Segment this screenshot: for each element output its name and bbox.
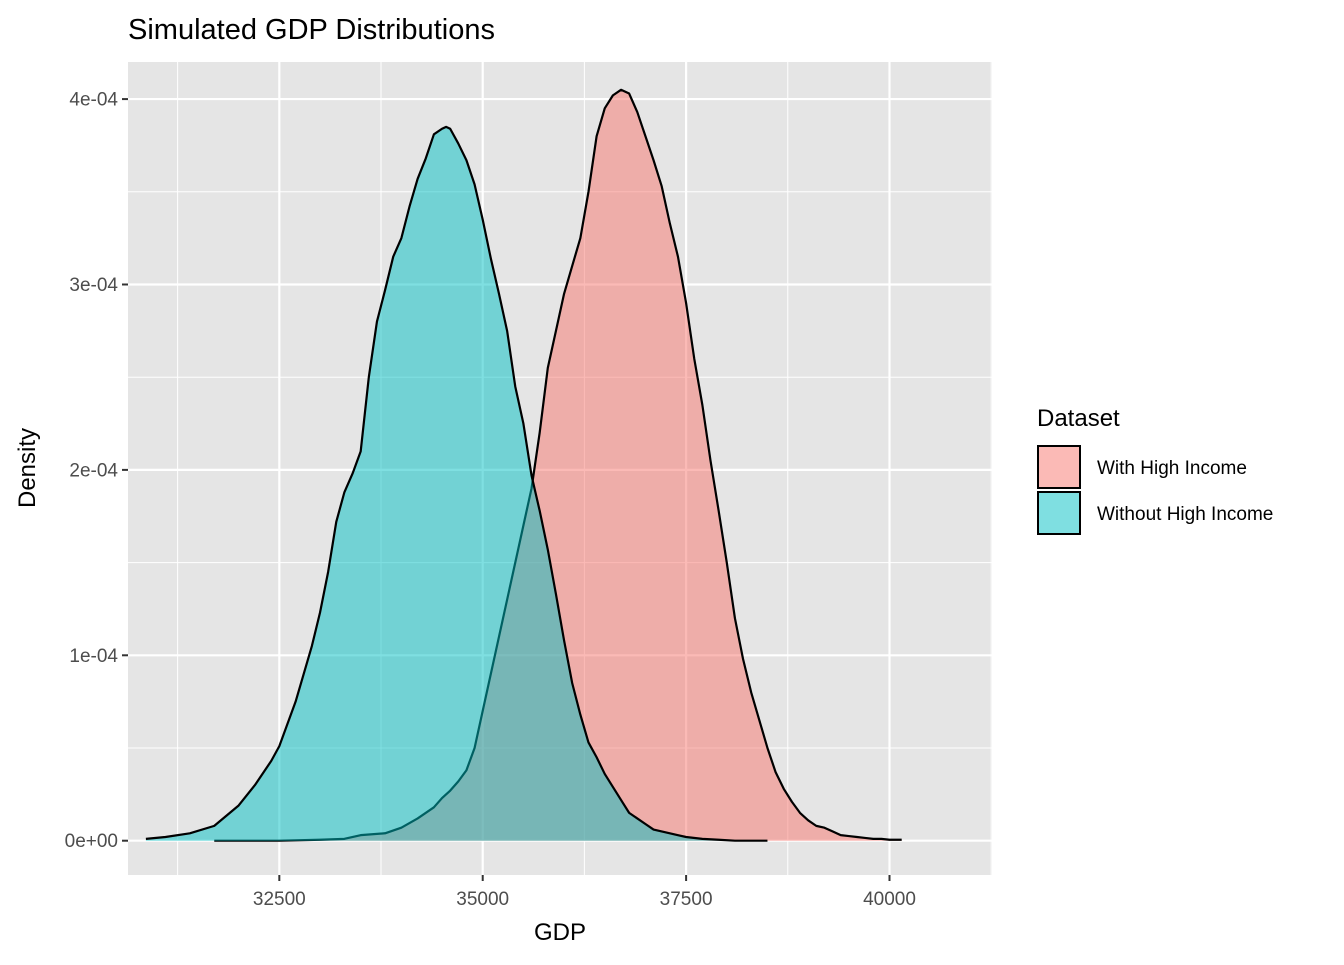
legend-label-with-high-income: With High Income	[1097, 458, 1247, 479]
legend: Dataset With High Income Without High Inc…	[1037, 405, 1273, 535]
x-tick-label: 40000	[863, 889, 916, 910]
y-tick-label: 2e-04	[69, 460, 118, 481]
legend-key-without-high-income	[1037, 491, 1081, 535]
y-tick-label: 0e+00	[65, 831, 118, 852]
density-line-without-high-income	[145, 125, 768, 842]
density-areas	[145, 88, 902, 842]
legend-key-with-high-income	[1037, 445, 1081, 489]
legend-items: With High Income Without High Income	[1037, 445, 1273, 535]
x-axis: 32500 35000 37500 40000	[253, 875, 916, 910]
density-area-with-high-income	[214, 89, 902, 841]
y-axis: 0e+00 1e-04 2e-04 3e-04 4e-04	[65, 90, 128, 852]
density-area-without-high-income	[145, 126, 768, 841]
chart-title: Simulated GDP Distributions	[128, 14, 495, 46]
y-axis-title: Density	[14, 428, 41, 508]
legend-title: Dataset	[1037, 405, 1120, 432]
x-axis-title: GDP	[534, 919, 586, 946]
x-tick-label: 32500	[253, 889, 306, 910]
x-tick-label: 37500	[660, 889, 713, 910]
x-tick-label: 35000	[456, 889, 509, 910]
y-tick-label: 3e-04	[69, 275, 118, 296]
y-tick-label: 4e-04	[69, 90, 118, 111]
legend-label-without-high-income: Without High Income	[1097, 504, 1273, 525]
y-tick-label: 1e-04	[69, 646, 118, 667]
